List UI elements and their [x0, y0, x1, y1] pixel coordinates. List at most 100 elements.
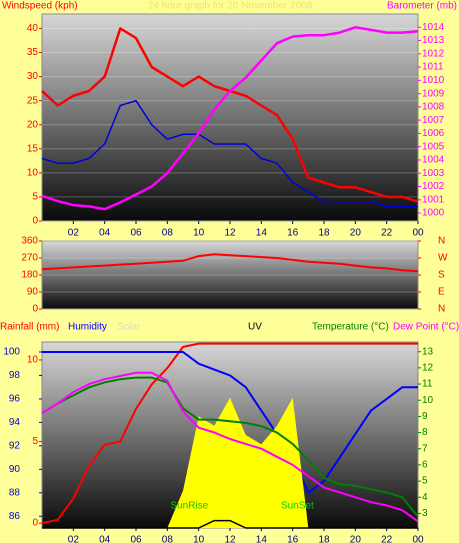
x-tick-label: 00: [412, 535, 424, 543]
y2-tick-label: 12: [422, 363, 434, 374]
y-tick-label: 360: [21, 236, 38, 247]
baro-axis-label: Barometer (mb): [387, 1, 457, 12]
y-tick-label: 270: [21, 253, 38, 264]
y2-tick-label: E: [438, 287, 445, 298]
y2-tick-label: 1014: [422, 22, 445, 33]
line: [41, 371, 419, 523]
y-tick-label: 90: [27, 287, 39, 298]
y3-tick-label: 10: [27, 355, 39, 366]
line: [41, 376, 419, 518]
x-tick-label: 00: [412, 228, 424, 239]
y2-tick-label: 10: [422, 395, 434, 406]
y-tick-label: 10: [27, 168, 39, 179]
y3-tick-label: 5: [32, 436, 38, 447]
x-tick-label: 02: [68, 535, 80, 543]
y-tick-label: 180: [21, 270, 38, 281]
plot-area: [41, 240, 419, 310]
y-tick-label: 96: [9, 394, 21, 405]
line: [41, 99, 418, 208]
x-tick-label: 12: [224, 228, 236, 239]
y-tick-label: 88: [9, 487, 21, 498]
annotation: SunRise: [170, 501, 208, 512]
line: [42, 519, 418, 529]
line: [41, 26, 419, 211]
y2-tick-label: W: [438, 253, 448, 264]
y2-tick-label: N: [438, 304, 445, 315]
x-tick-label: 04: [99, 228, 111, 239]
y-tick-label: 20: [27, 119, 39, 130]
legend-label: Temperature (°C): [312, 322, 389, 333]
y-tick-label: 100: [3, 347, 20, 358]
y-tick-label: 92: [9, 440, 21, 451]
y-tick-label: 98: [9, 370, 21, 381]
x-tick-label: 16: [287, 535, 299, 543]
y2-tick-label: 1011: [422, 62, 444, 73]
x-tick-label: 10: [193, 228, 205, 239]
x-tick-label: 18: [318, 228, 330, 239]
y-tick-label: 90: [9, 464, 21, 475]
y2-tick-label: S: [438, 270, 445, 281]
x-tick-label: 02: [68, 228, 80, 239]
x-tick-label: 18: [318, 535, 330, 543]
y2-tick-label: 1009: [422, 88, 445, 99]
x-tick-label: 20: [350, 228, 362, 239]
y2-tick-label: 1013: [422, 35, 445, 46]
y2-tick-label: 1001: [422, 194, 445, 205]
x-tick-label: 20: [350, 535, 362, 543]
y2-tick-label: 1010: [422, 75, 445, 86]
line: [41, 253, 419, 273]
x-tick-label: 22: [381, 228, 393, 239]
y2-tick-label: 1012: [422, 48, 445, 59]
chart-title: 24 hour graph for 20 November 2008: [148, 1, 313, 12]
x-tick-label: 06: [130, 535, 142, 543]
y-tick-label: 40: [27, 23, 39, 34]
y-tick-label: 86: [9, 511, 21, 522]
y2-tick-label: 1004: [422, 155, 445, 166]
x-tick-label: 06: [130, 228, 142, 239]
y2-tick-label: 7: [422, 443, 428, 454]
legend-label: Humidity: [68, 322, 107, 333]
line: [42, 351, 418, 494]
y2-tick-label: 3: [422, 508, 428, 519]
y2-tick-label: 5: [422, 476, 428, 487]
x-tick-label: 10: [193, 535, 205, 543]
y2-tick-label: 1003: [422, 168, 445, 179]
legend-label: UV: [248, 322, 262, 333]
y2-tick-label: 1002: [422, 181, 445, 192]
y2-tick-label: 1007: [422, 115, 445, 126]
line: [41, 342, 418, 525]
y-tick-label: 0: [32, 304, 38, 315]
y-tick-label: 30: [27, 71, 39, 82]
x-tick-label: 08: [162, 228, 174, 239]
y2-tick-label: 1005: [422, 141, 445, 152]
y2-tick-label: 1008: [422, 102, 445, 113]
annotation: SunSet: [281, 501, 314, 512]
y2-tick-label: 11: [422, 379, 433, 390]
x-tick-label: 08: [162, 535, 174, 543]
x-tick-label: 12: [224, 535, 236, 543]
y3-tick-label: 0: [32, 518, 38, 529]
y2-tick-label: 1006: [422, 128, 445, 139]
y-tick-label: 0: [32, 216, 38, 227]
y2-tick-label: 13: [422, 346, 434, 357]
legend-label: Solar: [117, 322, 141, 333]
y2-tick-label: 6: [422, 460, 428, 471]
wind-axis-label: Windspeed (kph): [2, 1, 78, 12]
y2-tick-label: 8: [422, 427, 428, 438]
legend-label: Dew Point (°C): [393, 322, 459, 333]
y-tick-label: 5: [32, 192, 38, 203]
x-tick-label: 22: [381, 535, 393, 543]
y2-tick-label: N: [438, 236, 445, 247]
x-tick-label: 16: [287, 228, 299, 239]
x-tick-label: 14: [256, 228, 268, 239]
y2-tick-label: 9: [422, 411, 428, 422]
x-tick-label: 04: [99, 535, 111, 543]
y-tick-label: 25: [27, 95, 39, 106]
x-tick-label: 14: [256, 535, 268, 543]
y-tick-label: 15: [27, 143, 39, 154]
area: [42, 397, 418, 528]
y2-tick-label: 1000: [422, 208, 445, 219]
y-tick-label: 94: [9, 417, 21, 428]
legend-label: Rainfall (mm): [0, 322, 59, 333]
